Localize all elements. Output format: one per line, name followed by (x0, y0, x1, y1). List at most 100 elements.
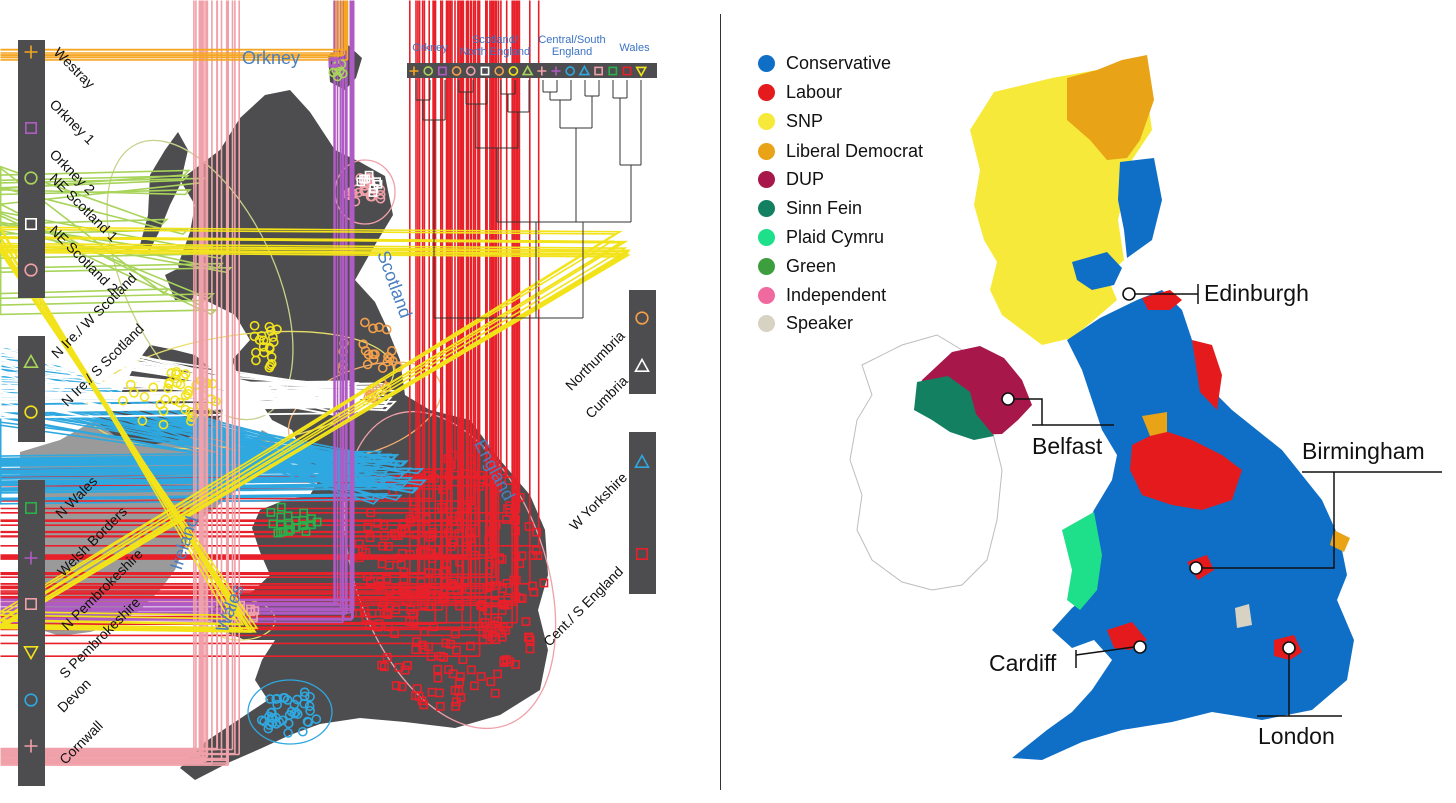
sample-mark (125, 379, 136, 390)
sample-mark (329, 57, 339, 66)
legend-symbol-g3-0-icon (24, 501, 37, 514)
sample-mark (0, 0, 491, 556)
legend-dot-snp (758, 112, 775, 130)
sample-mark (0, 0, 488, 594)
sample-mark (0, 244, 632, 633)
sample-mark (303, 717, 314, 728)
dendrogram-symbol-8-icon (521, 64, 534, 76)
sample-mark (386, 346, 397, 356)
sample-mark (166, 368, 177, 378)
legend-symbol-g3-2-icon (24, 597, 37, 610)
sample-mark (364, 170, 374, 180)
genetic-map-svg (0, 0, 657, 786)
sample-mark (368, 188, 378, 197)
sample-mark (368, 349, 378, 360)
sample-mark (0, 228, 618, 620)
dendrogram-symbol-0-icon (409, 66, 419, 76)
sample-mark (118, 395, 128, 406)
sample-mark (356, 177, 366, 187)
sample-mark (362, 359, 373, 370)
sample-mark (289, 708, 300, 719)
legend-symbol-g5-0-icon (634, 453, 650, 469)
sample-mark (0, 0, 348, 614)
dendrogram-header-wales: Wales (619, 42, 650, 54)
sample-mark (160, 394, 171, 405)
legend-item-speaker: Speaker (758, 311, 853, 335)
sample-mark (304, 701, 315, 711)
legend-symbol-g3-3-icon (23, 645, 39, 661)
sample-mark (180, 390, 191, 401)
sample-mark (299, 698, 310, 709)
sample-mark (139, 391, 150, 402)
sample-mark (0, 0, 540, 547)
legend-symbol-3-icon (24, 218, 37, 231)
legend-dot-dup (758, 170, 775, 188)
sample-mark (272, 693, 282, 704)
legend-label-snp: SNP (786, 110, 824, 131)
sample-mark (521, 617, 531, 626)
legend-symbol-g2-0-icon (23, 353, 39, 369)
sample-mark (0, 0, 346, 56)
sample-mark (0, 0, 475, 502)
legend-item-independent: Independent (758, 283, 886, 307)
sample-mark (0, 0, 493, 590)
legend-label-plaid-cymru: Plaid Cymru (786, 226, 885, 247)
city-label-cardiff: Cardiff (989, 650, 1057, 676)
legend-dot-plaid-cymru (758, 228, 775, 246)
sample-mark (365, 533, 375, 542)
legend-label-speaker: Speaker (786, 312, 854, 333)
dendrogram-symbol-6-icon (494, 66, 505, 76)
legend-symbol-g4-1-icon (634, 357, 650, 373)
dendrogram-symbol-11-icon (565, 66, 576, 76)
dendrogram-symbols (409, 64, 648, 78)
sample-mark (0, 363, 366, 413)
dendrogram-header-central-south-england: Central/South England (538, 34, 606, 58)
sample-mark (271, 718, 282, 729)
sample-mark (259, 716, 270, 727)
sample-mark (163, 383, 173, 394)
sample-mark (434, 688, 444, 698)
legend-symbol-g3-4-icon (24, 693, 38, 707)
legend-symbol-g2-1-icon (24, 405, 38, 419)
sample-mark (299, 521, 308, 531)
libdem-lakes-region (1142, 412, 1167, 436)
sample-mark (272, 699, 283, 710)
sample-mark (0, 0, 218, 750)
sample-mark (180, 404, 191, 415)
sample-mark (496, 628, 506, 638)
sample-mark (525, 644, 535, 654)
sample-mark (332, 71, 343, 82)
sample-mark (403, 660, 412, 670)
sample-mark (297, 726, 308, 737)
legend-item-green: Green (758, 254, 836, 278)
dendrogram-tree (415, 80, 642, 319)
sample-mark (394, 662, 404, 672)
legend-item-liberal-democrat: Liberal Democrat (758, 139, 923, 163)
sample-mark (306, 514, 316, 524)
sample-mark (0, 0, 481, 657)
sample-mark (0, 0, 477, 599)
legend-dot-sinn-fein (758, 199, 775, 217)
dendrogram-symbol-3-icon (451, 66, 462, 76)
sample-mark (539, 578, 549, 588)
sample-mark (497, 605, 507, 615)
sample-mark (0, 0, 487, 637)
sample-mark (266, 507, 276, 517)
sample-mark (265, 694, 275, 704)
sample-mark (439, 652, 448, 662)
city-label-edinburgh: Edinburgh (1204, 280, 1309, 306)
sample-mark (435, 701, 445, 711)
dendrogram-symbol-4-icon (465, 66, 476, 76)
sample-mark (360, 317, 370, 328)
sample-mark (258, 341, 269, 352)
sample-mark (391, 681, 401, 690)
sample-mark (0, 0, 348, 51)
sample-mark (172, 378, 182, 388)
sample-marks-group (0, 0, 632, 766)
legend-label-liberal-democrat: Liberal Democrat (786, 140, 924, 161)
legend-item-conservative: Conservative (758, 51, 891, 75)
cluster-outline-devon (247, 679, 333, 745)
dendrogram-symbol-bar (407, 63, 657, 78)
sample-mark (0, 0, 349, 61)
sample-mark (524, 632, 534, 642)
